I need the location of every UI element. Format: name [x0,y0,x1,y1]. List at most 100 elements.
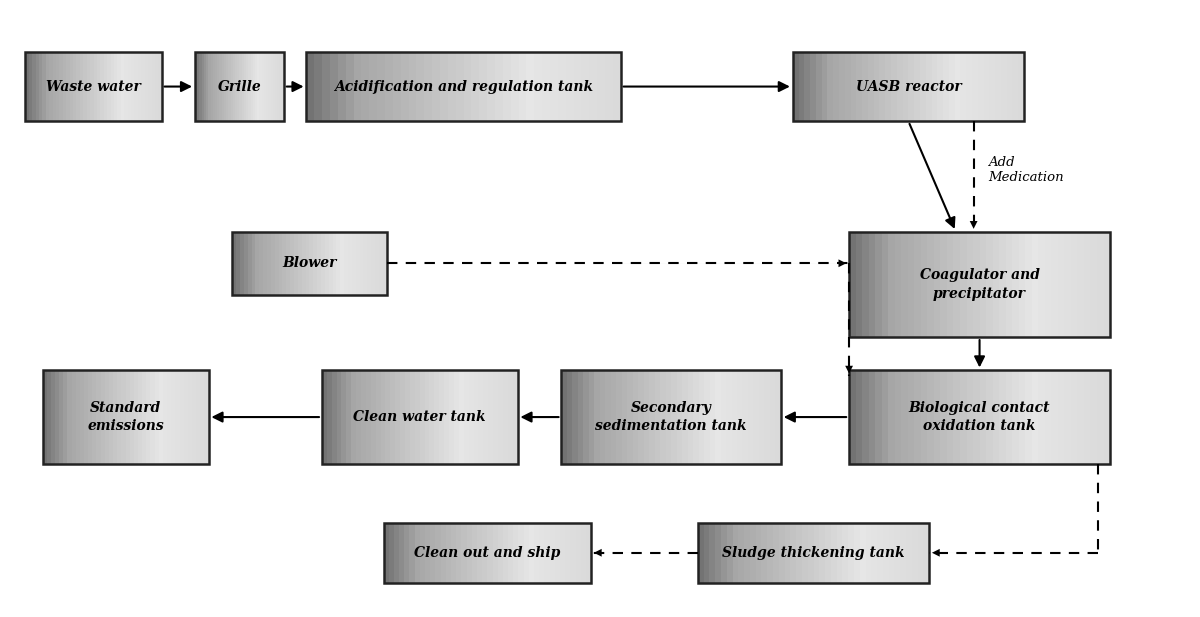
Bar [833,52,840,121]
Bar [224,52,227,121]
Bar [479,52,488,121]
Bar [67,370,73,464]
Bar [301,231,307,295]
Bar [901,370,908,464]
Bar [649,370,656,464]
Bar [518,523,524,583]
Bar [246,52,250,121]
Bar [338,52,347,121]
Bar [550,523,556,583]
Bar [750,523,757,583]
Bar [611,370,618,464]
Bar [280,52,283,121]
Bar [310,231,314,295]
Bar [877,523,884,583]
Bar [416,52,426,121]
Bar [134,52,139,121]
Bar [380,370,386,464]
Bar [325,231,330,295]
Bar [269,52,271,121]
Bar [1006,231,1013,337]
Bar [709,523,716,583]
Bar [941,370,948,464]
Bar [377,52,386,121]
Bar [172,370,176,464]
Bar [931,52,938,121]
Bar [415,523,421,583]
Bar [798,52,805,121]
Bar [892,52,898,121]
Bar [97,52,102,121]
Bar [76,370,82,464]
Bar [158,52,163,121]
Bar [222,52,226,121]
Bar [1070,370,1079,464]
Bar [518,52,528,121]
Bar [314,52,323,121]
Bar [384,523,390,583]
Bar [947,370,955,464]
Bar [476,523,484,583]
Bar [562,370,568,464]
Bar [336,370,343,464]
Bar [142,52,146,121]
Bar [862,52,869,121]
Bar [1019,231,1026,337]
Bar [49,52,54,121]
Bar [1097,370,1105,464]
Bar [907,231,916,337]
Bar [70,52,74,121]
Bar [389,523,395,583]
Bar [306,52,316,121]
Bar [565,523,571,583]
Bar [1012,231,1020,337]
Bar [210,52,214,121]
Bar [376,370,382,464]
Bar [1019,52,1025,121]
Bar [493,370,499,464]
Bar [920,52,926,121]
Bar [856,231,863,337]
Bar [194,52,198,121]
Bar [138,52,143,121]
Text: Clean out and ship: Clean out and ship [414,546,560,560]
Bar [715,370,721,464]
Bar [704,370,710,464]
Bar [142,370,148,464]
Bar [973,231,980,337]
Bar [914,370,922,464]
Bar [862,231,870,337]
Bar [1064,231,1072,337]
Bar [1025,231,1033,337]
Bar [253,52,256,121]
Bar [1012,370,1020,464]
Bar [440,523,446,583]
Bar [262,52,265,121]
Bar [80,370,85,464]
Bar [434,370,440,464]
Bar [271,231,276,295]
Bar [545,523,551,583]
Bar [383,231,388,295]
Bar [529,523,535,583]
Bar [666,370,672,464]
Bar [1006,370,1013,464]
Bar [454,370,460,464]
Bar [1000,370,1007,464]
Bar [943,52,950,121]
Bar [1078,370,1085,464]
Bar [103,52,108,121]
Bar [436,523,442,583]
Bar [1013,52,1020,121]
Bar [294,231,299,295]
Bar [677,370,683,464]
Bar [266,52,270,121]
Bar [130,370,136,464]
Bar [42,52,47,121]
Bar [992,370,1001,464]
Bar [42,370,209,464]
Bar [896,52,904,121]
Bar [775,370,782,464]
Bar [589,52,599,121]
Bar [560,523,566,583]
